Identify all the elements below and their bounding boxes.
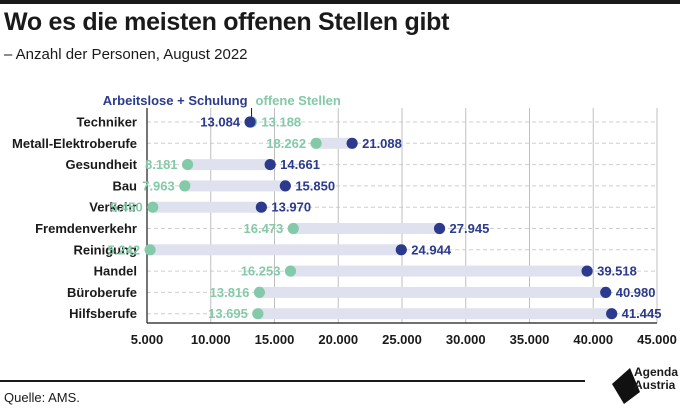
legend-series-a: Arbeitslose + Schulung [103, 93, 248, 108]
category-label: Techniker [77, 115, 137, 130]
offene-stellen-dot [310, 137, 322, 149]
category-label: Gesundheit [65, 157, 137, 172]
arbeitslose-value-label: 14.661 [280, 157, 320, 172]
category-label: Fremdenverkehr [35, 221, 137, 236]
range-bar [316, 137, 353, 149]
arbeitslose-dot [395, 244, 407, 256]
arbeitslose-dot [279, 180, 291, 192]
arbeitslose-value-label: 13.970 [271, 200, 311, 215]
agenda-austria-logo-icon [612, 368, 640, 404]
arbeitslose-value-label: 15.850 [295, 178, 335, 193]
offene-stellen-value-label: 18.262 [266, 136, 306, 151]
category-label: Verkehr [89, 200, 137, 215]
arbeitslose-value-label: 21.088 [362, 136, 402, 151]
category-label: Handel [94, 264, 137, 279]
arbeitslose-dot [264, 159, 276, 171]
offene-stellen-dot [144, 244, 156, 256]
dumbbell-chart: 5.000 10.000 15.000 20.000 25.000 30.000 35.00… [12, 93, 677, 347]
range-bar [152, 201, 262, 213]
arbeitslose-value-label: 39.518 [597, 264, 637, 279]
offene-stellen-value-label: 13.188 [261, 115, 301, 130]
x-tick-label: 35.000 [510, 332, 550, 347]
source-note: Quelle: AMS. [4, 390, 80, 405]
x-tick-label: 30.000 [446, 332, 486, 347]
offene-stellen-value-label: 16.253 [241, 264, 281, 279]
arbeitslose-dot [606, 308, 618, 320]
range-bar [150, 244, 402, 256]
x-tick-label: 40.000 [573, 332, 613, 347]
category-label: Hilfsberufe [69, 306, 137, 321]
offene-stellen-dot [252, 308, 264, 320]
category-label: Büroberufe [67, 285, 137, 300]
top-rule [0, 0, 680, 4]
offene-stellen-value-label: 13.816 [210, 285, 250, 300]
range-bar [290, 265, 588, 277]
range-bar [257, 308, 612, 320]
range-bar [293, 223, 440, 234]
arbeitslose-value-label: 27.945 [450, 221, 490, 236]
range-bar [259, 286, 606, 298]
arbeitslose-dot [600, 286, 612, 298]
x-tick-label: 45.000 [637, 332, 677, 347]
x-tick-label: 20.000 [318, 332, 358, 347]
offene-stellen-value-label: 13.695 [208, 306, 248, 321]
x-tick-label: 5.000 [131, 332, 164, 347]
x-tick-label: 25.000 [382, 332, 422, 347]
arbeitslose-dot [433, 222, 446, 235]
category-label: Reinigung [73, 242, 137, 257]
footer-rule [0, 380, 585, 382]
offene-stellen-dot [179, 180, 191, 192]
arbeitslose-dot [346, 137, 358, 149]
offene-stellen-value-label: 7.963 [142, 178, 175, 193]
range-bar [187, 159, 271, 171]
arbeitslose-value-label: 13.084 [200, 115, 241, 130]
category-label: Bau [112, 178, 137, 193]
x-tick-label: 15.000 [255, 332, 295, 347]
arbeitslose-value-label: 40.980 [616, 285, 656, 300]
offene-stellen-dot [287, 222, 299, 235]
arbeitslose-value-label: 24.944 [411, 242, 452, 257]
legend-series-b: offene Stellen [256, 93, 341, 108]
offene-stellen-dot [253, 286, 266, 298]
offene-stellen-value-label: 5.242 [108, 242, 141, 257]
offene-stellen-value-label: 5.450 [110, 200, 143, 215]
x-tick-label: 10.000 [191, 332, 231, 347]
category-label: Metall-Elektroberufe [12, 136, 137, 151]
chart-title: Wo es die meisten offenen Stellen gibt [4, 8, 450, 36]
logo-line-2: Austria [634, 378, 676, 392]
offene-stellen-value-label: 16.473 [244, 221, 284, 236]
offene-stellen-dot [181, 159, 194, 171]
logo-line-1: Agenda [634, 365, 679, 379]
arbeitslose-value-label: 41.445 [622, 306, 662, 321]
range-bar [184, 180, 286, 192]
arbeitslose-dot [244, 116, 256, 128]
arbeitslose-dot [255, 201, 267, 213]
logo-wordmark: Agenda Austria [634, 366, 678, 392]
chart-subtitle: – Anzahl der Personen, August 2022 [4, 46, 248, 63]
offene-stellen-value-label: 8.181 [145, 157, 178, 172]
arbeitslose-dot [581, 265, 593, 277]
offene-stellen-dot [284, 265, 297, 277]
offene-stellen-dot [147, 201, 159, 213]
